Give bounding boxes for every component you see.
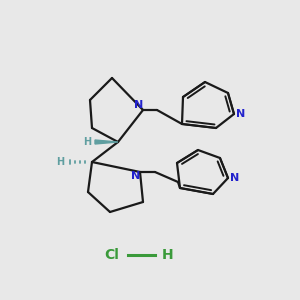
Text: N: N	[134, 100, 144, 110]
Text: H: H	[83, 137, 91, 147]
Text: N: N	[131, 171, 141, 181]
Text: H: H	[56, 157, 64, 167]
Text: N: N	[236, 109, 246, 119]
Text: H: H	[162, 248, 174, 262]
Text: Cl: Cl	[105, 248, 119, 262]
Polygon shape	[95, 140, 118, 144]
Text: N: N	[230, 173, 240, 183]
